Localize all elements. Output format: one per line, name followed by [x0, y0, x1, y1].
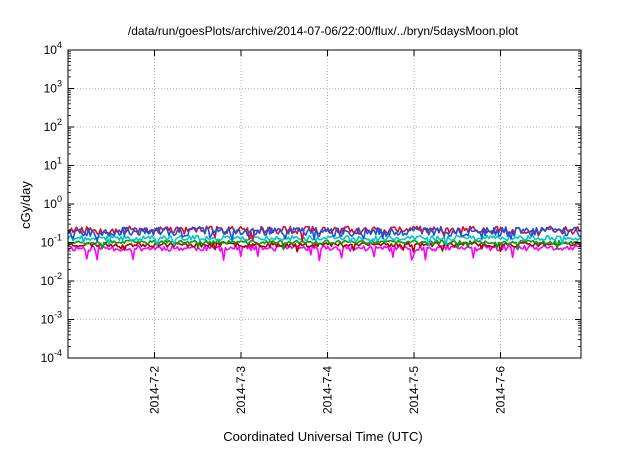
- series-line: [67, 234, 582, 247]
- x-axis: 2014-7-2 2014-7-3 2014-7-4 2014-7-5 2014-7-6: [148, 50, 508, 414]
- series-line: [67, 244, 582, 262]
- x-tick-label: 2014-7-2: [148, 366, 162, 414]
- y-axis-label: cGy/day: [18, 181, 33, 229]
- x-tick-label: 2014-7-6: [494, 366, 508, 414]
- y-tick-label: 100: [44, 194, 62, 211]
- grid-layer: [68, 50, 581, 358]
- series-line: [67, 239, 582, 250]
- y-axis: 10-4 10-3 10-2 10-1 100 101 102 103 104: [41, 40, 581, 365]
- y-tick-label: 10-3: [41, 310, 62, 327]
- plot-frame: [67, 49, 582, 359]
- series-line: [67, 225, 582, 242]
- y-tick-label: 103: [44, 79, 62, 96]
- x-tick-label: 2014-7-4: [321, 366, 335, 414]
- series-layer: [67, 225, 582, 262]
- y-tick-label: 102: [44, 117, 62, 134]
- x-axis-label: Coordinated Universal Time (UTC): [223, 429, 422, 444]
- x-tick-label: 2014-7-3: [234, 366, 248, 414]
- chart-title: /data/run/goesPlots/archive/2014-07-06/2…: [128, 24, 519, 38]
- x-tick-label: 2014-7-5: [407, 366, 421, 414]
- y-tick-label: 104: [44, 40, 62, 57]
- y-tick-label: 101: [44, 156, 62, 173]
- y-tick-label: 10-1: [41, 233, 62, 250]
- series-line: [67, 226, 582, 242]
- y-tick-label: 10-4: [41, 348, 62, 365]
- y-tick-label: 10-2: [41, 271, 62, 288]
